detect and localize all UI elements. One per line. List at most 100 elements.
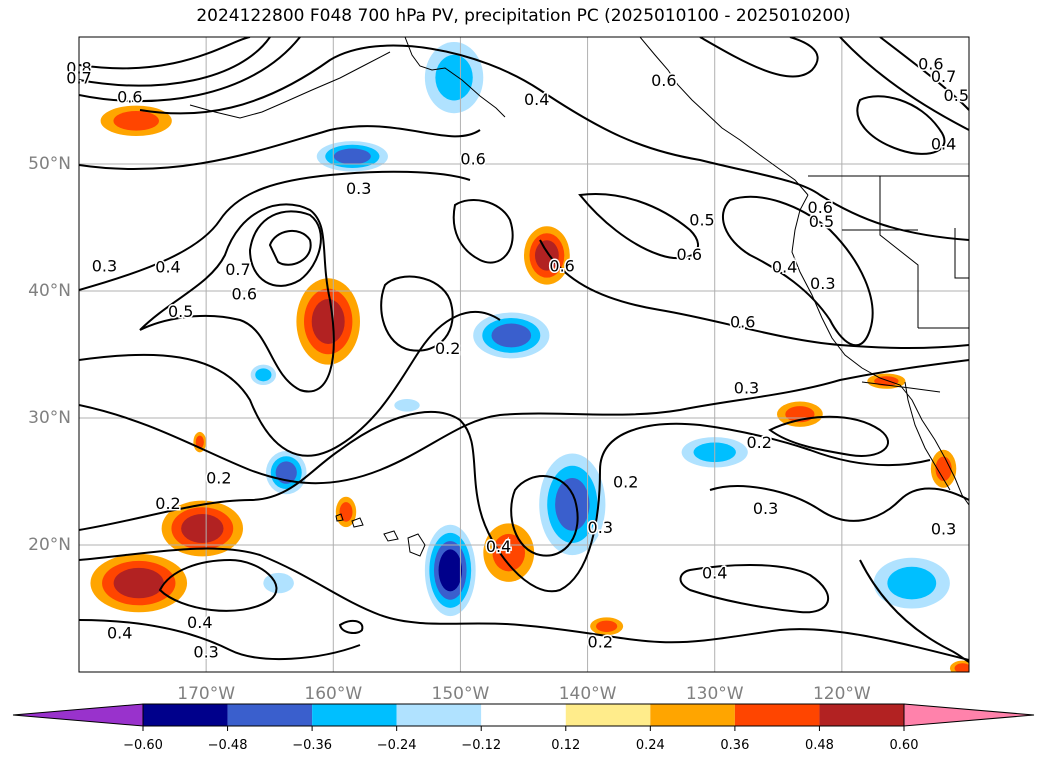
contour-label: 0.3: [346, 179, 371, 198]
axis-labels: 20°N 30°N 40°N 50°N 170°W 160°W 150°W 140°W 130°…: [28, 154, 871, 704]
contour-label: 0.6: [808, 198, 833, 217]
contour-label: 0.5: [689, 211, 714, 230]
pv-contour-line: [268, 230, 312, 266]
hawaii-maui: [383, 530, 399, 542]
contour-label: 0.7: [931, 67, 956, 86]
lon-tick-label: 150°W: [432, 684, 490, 704]
lon-tick-label: 140°W: [559, 684, 617, 704]
colorbar-tick-label: 0.48: [805, 738, 834, 753]
pv-contour-line: [856, 95, 946, 155]
pv-contour-line: [452, 199, 514, 264]
lat-tick-label: 20°N: [28, 535, 71, 555]
coastlines: [189, 37, 969, 557]
contour-label: 0.2: [746, 433, 771, 452]
colorbar-tick-label: 0.24: [636, 738, 665, 753]
hawaii-kauai: [335, 513, 344, 522]
contour-label: 0.2: [588, 632, 613, 651]
colorbar-segment: [565, 704, 651, 726]
colorbar-segment: [312, 704, 397, 726]
precip-fill-blob: [438, 549, 462, 592]
precip-fill-blob: [935, 456, 952, 481]
precip-fill-blob: [555, 477, 590, 531]
pv-contour-line: [79, 619, 361, 661]
colorbar-segment: [650, 704, 735, 726]
chart-title: 2024122800 F048 700 hPa PV, precipitatio…: [196, 6, 851, 26]
contour-label: 0.3: [810, 274, 835, 293]
precip-fill-blob: [333, 148, 371, 165]
lat-tick-label: 30°N: [28, 408, 71, 428]
mexico-border: [861, 381, 941, 393]
pv-contour-line: [578, 193, 700, 260]
precip-fill-blob: [394, 399, 420, 412]
state-border-1: [879, 176, 919, 328]
contour-label: 0.2: [206, 468, 231, 487]
precip-fill-blob: [435, 54, 473, 101]
colorbar-tick-label: −0.24: [377, 738, 417, 753]
pv-contour-layer: [79, 37, 969, 663]
lat-tick-label: 50°N: [28, 154, 71, 174]
precip-fill-blob: [887, 566, 937, 600]
contour-label: 0.6: [651, 71, 676, 90]
lat-tick-label: 40°N: [28, 281, 71, 301]
contour-label: 0.6: [460, 150, 485, 169]
pv-contour-line: [338, 619, 364, 634]
colorbar-segment: [396, 704, 482, 726]
pv-contour-line: [709, 485, 969, 522]
precip-fill-blob: [181, 513, 224, 543]
precip-fill-blob: [113, 111, 160, 131]
colorbar: −0.60 −0.48 −0.36 −0.24 −0.12 0.12 0.24 0.36 0.4…: [12, 703, 1035, 753]
contour-label: 0.4: [702, 564, 727, 583]
contour-label: 0.4: [524, 90, 549, 109]
colorbar-tick-label: −0.48: [208, 738, 248, 753]
colorbar-tick-label: 0.36: [720, 738, 749, 753]
pv-contour-line: [79, 310, 501, 457]
precip-fill-blob: [113, 567, 164, 599]
contour-label: 0.4: [931, 134, 956, 153]
colorbar-segment: [227, 704, 313, 726]
contour-label: 0.3: [92, 256, 117, 275]
pv-contour-line: [539, 239, 969, 350]
colorbar-tick-label: −0.12: [461, 738, 501, 753]
contour-label: 0.6: [677, 245, 702, 264]
pv-contour-line: [79, 359, 969, 485]
colorbar-tick-label: 0.12: [551, 738, 580, 753]
aleutian-coastline: [189, 51, 391, 119]
precip-fill-blob: [195, 435, 204, 449]
precip-fill-blob: [255, 368, 272, 382]
precip-fill-blob: [596, 620, 618, 632]
colorbar-segment: [143, 704, 228, 726]
contour-label: 0.7: [225, 260, 250, 279]
precip-fill-blob: [954, 663, 969, 672]
contour-label: 0.4: [107, 623, 132, 642]
colorbar-extend-high: [903, 703, 1035, 727]
alaska-coastline: [404, 37, 506, 118]
contour-label: 0.2: [155, 494, 180, 513]
colorbar-segment: [481, 704, 566, 726]
lon-tick-label: 120°W: [813, 684, 871, 704]
contour-label: 0.4: [486, 537, 511, 556]
contour-label: 0.6: [232, 284, 257, 303]
contour-label: 0.2: [435, 339, 460, 358]
pv-contour-line: [139, 203, 335, 393]
lon-tick-label: 160°W: [304, 684, 362, 704]
colorbar-tick-label: −0.36: [292, 738, 332, 753]
lon-tick-label: 130°W: [686, 684, 744, 704]
pv-contour-line: [679, 564, 830, 614]
british-columbia-coastline: [639, 37, 809, 196]
contour-label: 0.6: [730, 312, 755, 331]
pv-contour-line: [721, 195, 874, 347]
pv-contour-line: [79, 411, 931, 593]
map-frame: [78, 36, 970, 673]
contour-label: 0.4: [187, 613, 212, 632]
colorbar-tick-label: 0.60: [890, 738, 919, 753]
precip-fill-blob: [492, 533, 526, 572]
pv-contour-line: [79, 37, 271, 87]
colorbar-segment: [819, 704, 904, 726]
baja-coastline: [904, 381, 951, 491]
pv-contour-line: [139, 44, 969, 241]
pv-contour-line: [79, 37, 251, 70]
contour-label: 0.6: [549, 256, 574, 275]
contour-label: 0.5: [809, 212, 834, 231]
colorbar-tick-label: −0.60: [123, 738, 163, 753]
